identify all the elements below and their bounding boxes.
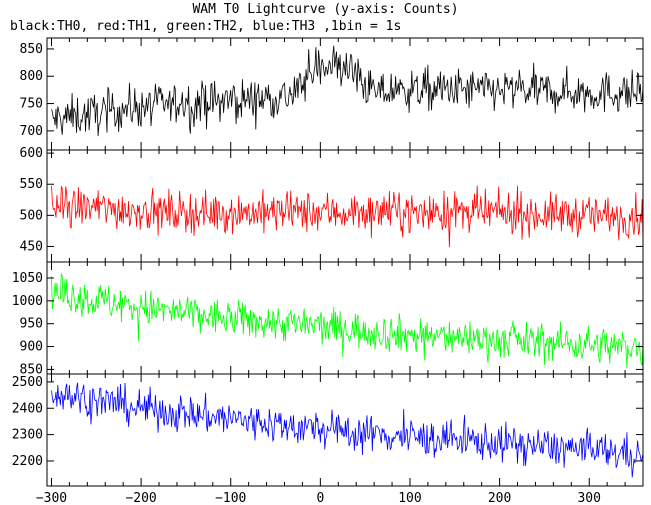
lightcurve-trace-th2 <box>51 272 643 369</box>
lightcurve-trace-th1 <box>51 185 643 248</box>
y-tick-label: 2300 <box>12 428 43 443</box>
y-tick-label: 950 <box>20 317 43 332</box>
y-tick-label: 850 <box>20 42 43 57</box>
y-tick-label: 900 <box>20 340 43 355</box>
y-tick-label: 550 <box>20 177 43 192</box>
panel-frame-th3 <box>46 373 644 487</box>
x-tick-label: −200 <box>125 491 156 505</box>
x-tick-label: 300 <box>577 491 600 505</box>
y-tick-label: 1000 <box>12 294 43 309</box>
y-tick-label: 700 <box>20 124 43 139</box>
x-tick-label: −300 <box>36 491 67 505</box>
y-tick-label: 850 <box>20 362 43 377</box>
panel-frame-th1 <box>46 149 644 263</box>
x-tick-label: −100 <box>215 491 246 505</box>
lightcurve-trace-th3 <box>51 382 643 478</box>
y-tick-label: 750 <box>20 97 43 112</box>
x-tick-label: 0 <box>316 491 324 505</box>
panel-frame-th2 <box>46 261 644 375</box>
x-tick-label: 100 <box>398 491 421 505</box>
y-tick-label: 2400 <box>12 401 43 416</box>
chart-title: WAM T0 Lightcurve (y-axis: Counts) <box>192 2 459 17</box>
y-tick-label: 800 <box>20 69 43 84</box>
y-tick-label: 2200 <box>12 454 43 469</box>
y-tick-label: 2500 <box>12 375 43 390</box>
chart-subtitle: black:TH0, red:TH1, green:TH2, blue:TH3 … <box>10 19 402 34</box>
lightcurve-trace-th0 <box>51 45 643 137</box>
x-tick-label: 200 <box>488 491 511 505</box>
y-tick-label: 600 <box>20 146 43 161</box>
y-tick-label: 500 <box>20 208 43 223</box>
y-tick-label: 450 <box>20 239 43 254</box>
y-tick-label: 1050 <box>12 271 43 286</box>
